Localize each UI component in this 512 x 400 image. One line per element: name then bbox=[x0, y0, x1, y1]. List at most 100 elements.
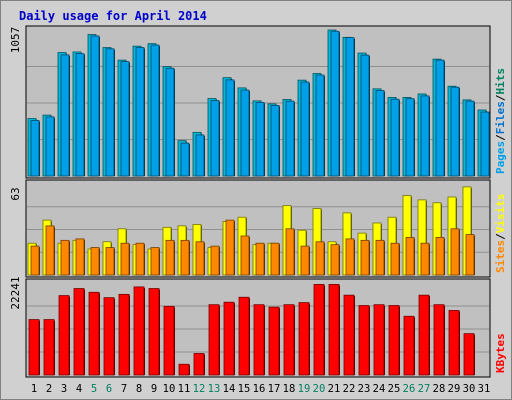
x-tick-label: 8 bbox=[136, 383, 142, 395]
pages-bar-day-5 bbox=[90, 35, 100, 177]
legend-item: Pages bbox=[494, 141, 507, 174]
x-tick-label: 20 bbox=[313, 383, 326, 395]
kbytes-bar-day-20 bbox=[313, 284, 325, 376]
x-tick-label: 29 bbox=[448, 383, 461, 395]
legend-item: Hits bbox=[494, 68, 507, 95]
x-tick-label: 18 bbox=[283, 383, 296, 395]
legend-panel-3: KBytes bbox=[494, 333, 507, 373]
ymax-label-panel-1: 1057 bbox=[9, 27, 22, 54]
pages-bar-day-25 bbox=[390, 98, 400, 177]
kbytes-bar-day-7 bbox=[118, 293, 130, 376]
kbytes-bar-day-30 bbox=[463, 333, 475, 376]
sites-bar-day-12 bbox=[195, 241, 205, 276]
x-tick-label: 22 bbox=[343, 383, 356, 395]
kbytes-bar-day-27 bbox=[418, 294, 430, 376]
x-tick-label: 9 bbox=[151, 383, 157, 395]
kbytes-bar-day-17 bbox=[268, 306, 280, 376]
pages-bar-day-1 bbox=[30, 120, 40, 177]
chart-title: Daily usage for April 2014 bbox=[19, 9, 207, 23]
x-tick-label: 19 bbox=[298, 383, 311, 395]
x-tick-label: 27 bbox=[418, 383, 431, 395]
pages-bar-day-10 bbox=[165, 67, 175, 177]
x-tick-label: 4 bbox=[76, 383, 82, 395]
pages-bar-day-8 bbox=[135, 47, 145, 177]
sites-bar-day-9 bbox=[150, 247, 160, 276]
x-tick-label: 25 bbox=[388, 383, 401, 395]
kbytes-bar-day-9 bbox=[148, 288, 160, 376]
pages-bar-day-12 bbox=[195, 134, 205, 177]
sites-bar-day-6 bbox=[105, 247, 115, 276]
x-tick-label: 5 bbox=[91, 383, 97, 395]
legend-item: / bbox=[494, 94, 507, 101]
kbytes-bar-day-8 bbox=[133, 286, 145, 376]
sites-bar-day-15 bbox=[240, 235, 250, 276]
sites-bar-day-28 bbox=[435, 237, 445, 276]
kbytes-bar-day-19 bbox=[298, 302, 310, 376]
sites-bar-day-13 bbox=[210, 245, 220, 276]
sites-bar-day-10 bbox=[165, 239, 175, 276]
kbytes-bar-day-3 bbox=[58, 295, 70, 376]
sites-bar-day-27 bbox=[420, 242, 430, 276]
pages-bar-day-9 bbox=[150, 44, 160, 177]
x-tick-label: 16 bbox=[253, 383, 266, 395]
x-tick-label: 30 bbox=[463, 383, 476, 395]
sites-bar-day-24 bbox=[375, 239, 385, 276]
kbytes-bar-day-28 bbox=[433, 304, 445, 376]
kbytes-bar-day-15 bbox=[238, 296, 250, 376]
pages-bar-day-14 bbox=[225, 79, 235, 177]
pages-bar-day-3 bbox=[60, 54, 70, 177]
x-tick-label: 2 bbox=[46, 383, 52, 395]
pages-bar-day-28 bbox=[435, 59, 445, 177]
legend-item: / bbox=[494, 233, 507, 240]
pages-bar-day-16 bbox=[255, 101, 265, 177]
x-tick-label: 21 bbox=[328, 383, 341, 395]
sites-bar-day-4 bbox=[75, 238, 85, 276]
legend-item: / bbox=[494, 134, 507, 141]
x-tick-label: 3 bbox=[61, 383, 67, 395]
x-tick-label: 12 bbox=[193, 383, 206, 395]
kbytes-bar-day-21 bbox=[328, 284, 340, 376]
x-tick-label: 13 bbox=[208, 383, 221, 395]
x-tick-label: 23 bbox=[358, 383, 371, 395]
sites-bar-day-29 bbox=[450, 228, 460, 276]
pages-bar-day-22 bbox=[345, 37, 355, 177]
sites-bar-day-20 bbox=[315, 241, 325, 276]
ymax-label-panel-2: 63 bbox=[9, 187, 22, 200]
x-tick-label: 10 bbox=[163, 383, 176, 395]
pages-bar-day-13 bbox=[210, 100, 220, 177]
kbytes-bar-day-18 bbox=[283, 304, 295, 376]
sites-bar-day-11 bbox=[180, 239, 190, 276]
x-tick-label: 14 bbox=[223, 383, 236, 395]
kbytes-bar-day-1 bbox=[28, 319, 40, 376]
legend-item: Files bbox=[494, 101, 507, 134]
x-tick-label: 11 bbox=[178, 383, 191, 395]
pages-bar-day-31 bbox=[480, 111, 490, 177]
pages-bar-day-30 bbox=[465, 100, 475, 177]
pages-bar-day-4 bbox=[75, 53, 85, 177]
x-tick-label: 17 bbox=[268, 383, 281, 395]
pages-bar-day-19 bbox=[300, 81, 310, 177]
pages-bar-day-6 bbox=[105, 48, 115, 177]
ymax-label-panel-3: 22241 bbox=[9, 276, 22, 309]
kbytes-bar-day-22 bbox=[343, 294, 355, 376]
kbytes-bar-day-29 bbox=[448, 310, 460, 376]
kbytes-bar-day-14 bbox=[223, 301, 235, 376]
x-tick-label: 31 bbox=[478, 383, 491, 395]
pages-bar-day-17 bbox=[270, 105, 280, 177]
sites-bar-day-1 bbox=[30, 245, 40, 276]
pages-bar-day-26 bbox=[405, 98, 415, 177]
sites-bar-day-2 bbox=[45, 225, 55, 276]
legend-panel-1: Pages/Files/Hits bbox=[494, 68, 507, 174]
pages-bar-day-11 bbox=[180, 142, 190, 177]
axis-labels: 1057Pages/Files/Hits63Sites/Visits22241K… bbox=[9, 27, 507, 395]
legend-item: Visits bbox=[494, 194, 507, 234]
sites-bar-day-23 bbox=[360, 239, 370, 276]
sites-bar-day-21 bbox=[330, 244, 340, 276]
sites-bar-day-3 bbox=[60, 239, 70, 276]
pages-bar-day-27 bbox=[420, 95, 430, 177]
legend-item: Sites bbox=[494, 240, 507, 273]
kbytes-bar-day-6 bbox=[103, 297, 115, 376]
kbytes-bar-day-16 bbox=[253, 304, 265, 376]
pages-bar-day-7 bbox=[120, 61, 130, 177]
